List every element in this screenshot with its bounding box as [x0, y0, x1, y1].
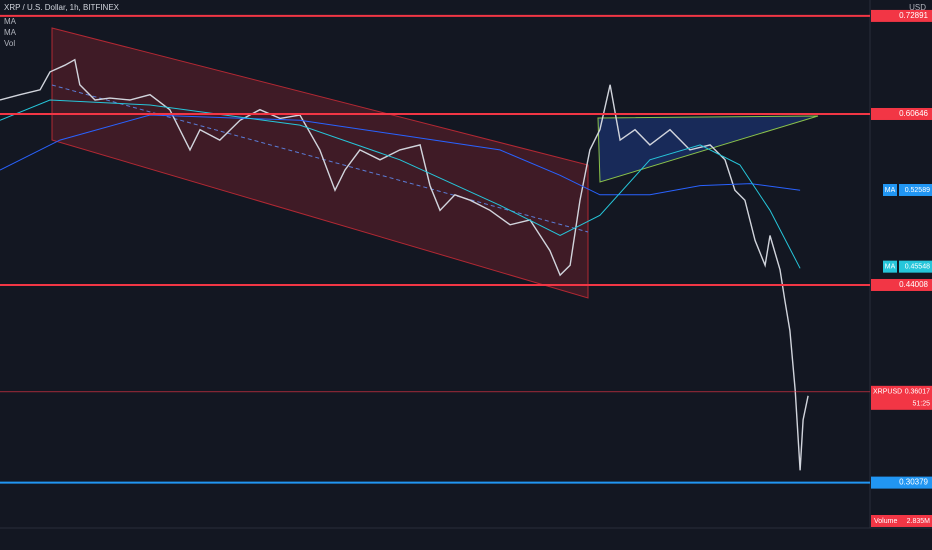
ma-line [0, 99, 801, 269]
level-box [871, 476, 932, 489]
volume-value: 2.835M [907, 518, 931, 525]
channel-midline [51, 84, 589, 233]
ma-line [0, 114, 801, 196]
price-line [0, 58, 809, 471]
last-price-box [871, 385, 932, 410]
level-label: 0.30379 [899, 478, 928, 487]
currency: USD [909, 3, 926, 12]
legend-item: Vol [4, 39, 15, 48]
ma-name: MA [885, 187, 896, 194]
ma-name: MA [885, 263, 896, 270]
volume-name: Volume [874, 518, 897, 525]
channel [51, 27, 589, 299]
level-label: 0.44008 [899, 280, 928, 289]
level-label: 0.72891 [899, 11, 928, 20]
ma-value-box [899, 183, 932, 196]
level-box [871, 278, 932, 291]
ma-value: 0.45548 [905, 263, 930, 270]
last-price-name: XRPUSD [873, 389, 902, 396]
symbol-title: XRP / U.S. Dollar, 1h, BITFINEX [4, 3, 120, 12]
ma-name-box [883, 260, 897, 273]
ma-value: 0.52589 [905, 187, 930, 194]
legend-item: MA [4, 17, 17, 26]
countdown: 51:25 [912, 401, 930, 408]
ma-name-box [883, 183, 897, 196]
level-box [871, 9, 932, 22]
volume-box [871, 515, 932, 527]
level-label: 0.60646 [899, 109, 928, 118]
last-price-value: 0.36017 [905, 389, 930, 396]
axis-labels: 0.72891 0.60646 0.44008 0.30379 MA 0.52589 MA 0… [871, 9, 932, 527]
ma-value-box [899, 260, 932, 273]
legend-item: MA [4, 28, 17, 37]
marks [0, 14, 870, 484]
level-box [871, 107, 932, 120]
price-axis [870, 0, 932, 550]
